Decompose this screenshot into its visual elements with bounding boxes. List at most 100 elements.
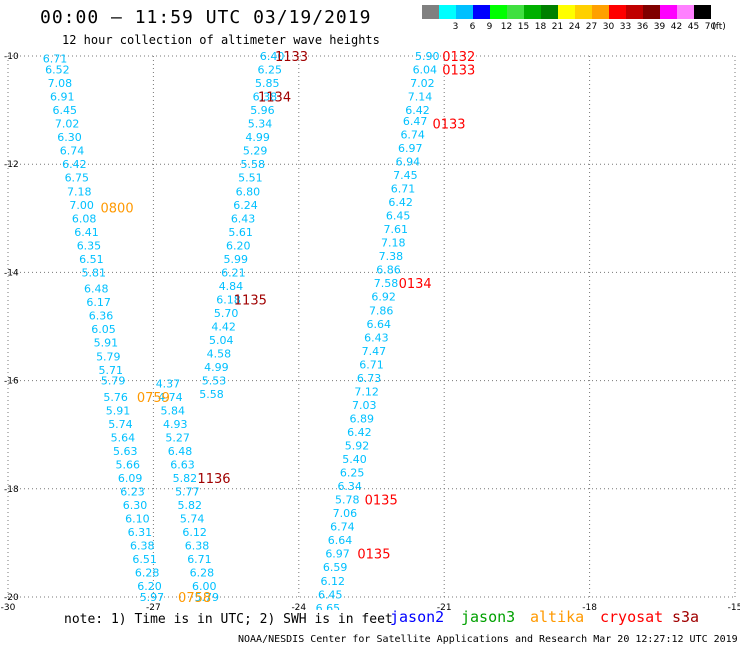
wave-height-value: 7.03: [352, 399, 377, 412]
wave-height-value: 6.42: [405, 104, 430, 117]
color-scale-swatch: [422, 5, 439, 19]
wave-height-value: 6.38: [185, 540, 210, 553]
wave-height-value: 5.97: [140, 591, 165, 604]
wave-height-value: 7.08: [48, 77, 73, 90]
wave-height-value: 6.94: [396, 155, 421, 168]
wave-height-value: 6.20: [137, 580, 162, 593]
color-scale-label: 9: [486, 22, 493, 32]
wave-height-value: 7.18: [67, 185, 92, 198]
legend-s3a: s3a: [672, 608, 700, 626]
color-scale-swatch: [660, 5, 677, 19]
wave-height-value: 6.63: [170, 458, 195, 471]
color-scale-label: 24: [568, 22, 581, 32]
color-scale-swatch: [490, 5, 507, 19]
wave-height-value: 5.70: [214, 307, 239, 320]
wave-height-value: 5.79: [96, 350, 121, 363]
wave-height-value: 6.25: [257, 64, 282, 77]
legend-cryosat: cryosat: [600, 608, 664, 626]
wave-height-value: 6.80: [236, 185, 261, 198]
wave-height-value: 6.41: [74, 226, 99, 239]
wave-height-value: 6.30: [57, 131, 82, 144]
wave-height-value: 6.51: [79, 253, 104, 266]
color-scale-swatch: [541, 5, 558, 19]
wave-height-value: 7.61: [383, 223, 408, 236]
wave-height-value: 7.18: [381, 237, 406, 250]
color-scale-label: 27: [585, 22, 598, 32]
wave-height-value: 5.84: [161, 404, 186, 417]
units-note: note: 1) Time is in UTC; 2) SWH is in fe…: [64, 612, 393, 627]
wave-height-value: 7.45: [393, 169, 418, 182]
wave-height-value: 5.92: [345, 440, 370, 453]
wave-height-value: 6.97: [325, 548, 350, 561]
legend-jason3: jason3: [461, 608, 516, 626]
color-scale-label: 3: [452, 22, 459, 32]
wave-height-value: 4.99: [245, 131, 270, 144]
color-scale-swatch: [626, 5, 643, 19]
wave-height-value: 5.04: [209, 334, 234, 347]
lat-tick-label: -10: [4, 52, 19, 62]
lon-tick-label: -18: [582, 603, 597, 610]
lat-tick-label: -16: [4, 377, 19, 387]
map-subtitle: 12 hour collection of altimeter wave hei…: [62, 33, 380, 47]
wave-height-value: 7.86: [369, 304, 394, 317]
color-scale-swatch: [694, 5, 711, 19]
wave-height-value: 6.43: [364, 331, 389, 344]
wave-height-value: 4.42: [211, 321, 236, 334]
pass-time-label: 1133: [275, 50, 308, 65]
pass-time-label: 1134: [258, 91, 291, 106]
pass-time-label: 0759: [137, 391, 170, 406]
wave-height-value: 6.86: [376, 264, 401, 277]
wave-height-value: 6.31: [128, 526, 153, 539]
wave-height-value: 5.77: [175, 486, 200, 499]
wave-height-value: 7.38: [379, 250, 404, 263]
wave-height-value: 5.27: [165, 431, 190, 444]
wave-height-value: 5.51: [238, 172, 263, 185]
color-scale-label: 39: [653, 22, 666, 32]
wave-height-value: 6.09: [118, 472, 143, 485]
wave-height-value: 5.53: [202, 375, 227, 388]
wave-height-value: 6.08: [72, 212, 97, 225]
wave-height-value: 6.45: [386, 210, 411, 223]
pass-time-label: 0133: [432, 118, 465, 133]
color-scale-swatch: [677, 5, 694, 19]
wave-height-value: 5.81: [82, 266, 107, 279]
wave-height-value: 6.18: [216, 293, 241, 306]
wave-height-value: 6.75: [65, 172, 90, 185]
pass-time-label: 0134: [399, 277, 432, 292]
color-scale-swatch: [456, 5, 473, 19]
wave-height-value: 7.14: [408, 91, 433, 104]
wave-height-value: 6.74: [330, 521, 355, 534]
wave-height-value: 6.74: [400, 128, 425, 141]
pass-time-label: 0135: [357, 548, 390, 563]
wave-height-value: 5.91: [106, 404, 131, 417]
wave-height-value: 6.28: [190, 567, 215, 580]
wave-height-value: 4.99: [204, 361, 229, 374]
color-scale-label: 12: [500, 22, 513, 32]
wave-height-value: 6.73: [357, 372, 382, 385]
wave-height-value: 6.12: [182, 526, 207, 539]
wave-height-value: 5.61: [228, 226, 253, 239]
color-scale-swatch: [609, 5, 626, 19]
wave-height-value: 6.42: [347, 426, 372, 439]
wave-height-map: -10 -12 -14 -16 -18 -20-30 -27 -24 -21 -18 -15 6.71…: [1, 50, 740, 610]
wave-height-value: 6.28: [135, 567, 160, 580]
wave-height-value: 6.24: [233, 199, 258, 212]
wave-height-value: 5.34: [248, 118, 273, 131]
wave-height-value: 5.99: [224, 253, 249, 266]
wave-height-value: 6.10: [125, 513, 150, 526]
wave-height-value: 5.90: [415, 50, 440, 63]
wave-height-value: 6.04: [413, 64, 438, 77]
wave-height-value: 6.45: [52, 104, 77, 117]
pass-time-label: 0135: [365, 494, 398, 509]
color-scale-swatch: [592, 5, 609, 19]
wave-height-value: 5.85: [255, 77, 280, 90]
color-scale-label: 21: [551, 22, 564, 32]
map-title: 00:00 – 11:59 UTC 03/19/2019: [40, 7, 372, 28]
wave-height-value: 4.74: [158, 391, 183, 404]
pass-time-label: 0133: [442, 64, 475, 79]
wave-height-value: 6.35: [77, 239, 102, 252]
wave-height-value: 6.97: [398, 142, 423, 155]
wave-height-value: 6.71: [187, 553, 212, 566]
color-scale-label: 42: [670, 22, 683, 32]
wave-height-value: 5.74: [180, 513, 205, 526]
